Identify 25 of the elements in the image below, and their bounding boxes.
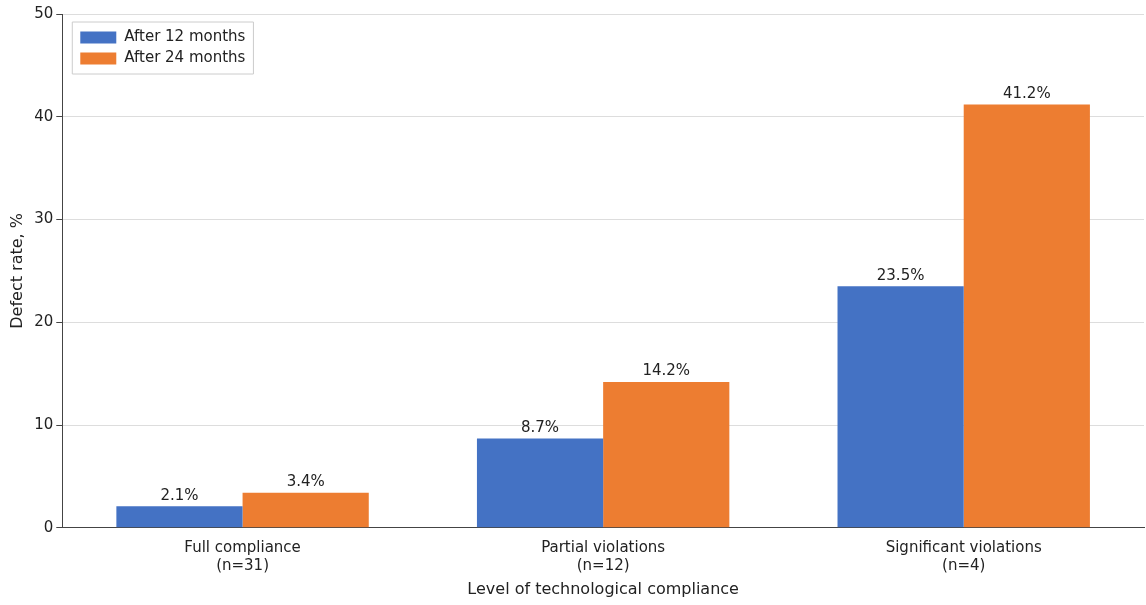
y-tick-label: 10 <box>34 414 54 433</box>
data-label: 8.7% <box>520 417 560 436</box>
bar <box>963 104 1090 528</box>
x-tick-label: Significant violations (n=4) <box>885 537 1042 574</box>
data-label: 41.2% <box>1002 83 1051 102</box>
x-axis-title: Level of technological compliance <box>467 578 739 598</box>
bar <box>476 438 604 528</box>
y-tick-label: 20 <box>34 312 54 331</box>
legend-label: After 24 months <box>124 48 246 67</box>
y-tick-label: 30 <box>34 209 54 228</box>
legend-label: After 12 months <box>124 27 246 46</box>
x-tick-label: Partial violations (n=12) <box>541 537 666 574</box>
data-label: 23.5% <box>876 265 925 284</box>
x-tick-label: Full compliance (n=31) <box>184 537 301 574</box>
y-axis-title: Defect rate, % <box>6 213 26 329</box>
bar <box>242 492 369 528</box>
y-tick-label: 50 <box>34 3 54 22</box>
data-label: 2.1% <box>160 485 199 504</box>
bar <box>116 506 243 528</box>
data-label: 3.4% <box>286 472 325 491</box>
data-label: 14.2% <box>642 361 691 380</box>
bar <box>603 381 730 528</box>
y-tick-label: 0 <box>43 517 54 536</box>
bar <box>837 286 964 528</box>
y-tick-label: 40 <box>34 106 54 125</box>
